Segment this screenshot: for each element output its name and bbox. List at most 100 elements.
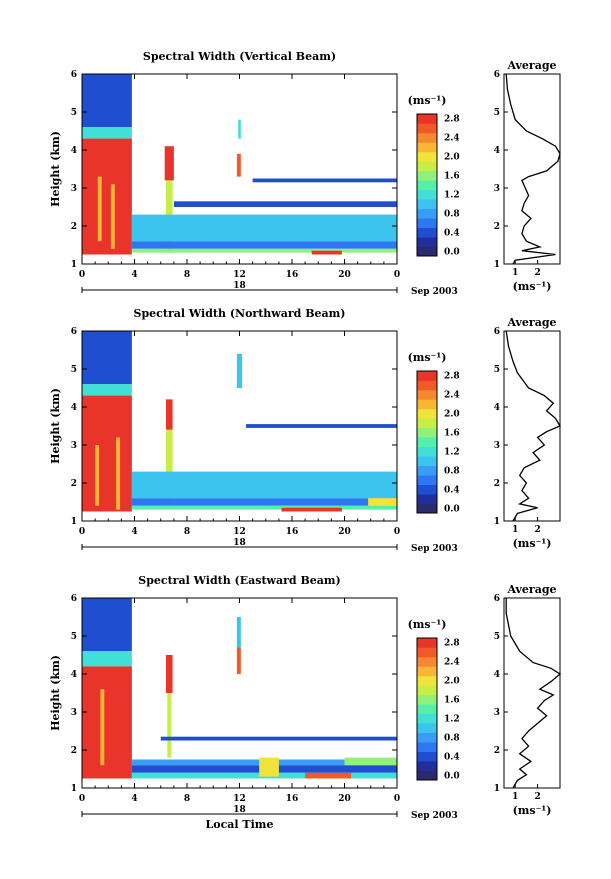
colorbar-frame — [416, 637, 438, 781]
x-axis-label: Local Time — [206, 818, 274, 831]
colorbar-tick-label: 2.0 — [444, 410, 460, 420]
x-tick-label: 0 — [79, 527, 85, 537]
avg-y-tick-label: 4 — [494, 670, 500, 680]
heatmap-cell — [259, 757, 279, 777]
colorbar-swatch — [417, 685, 437, 696]
colorbar-tick-label: 1.2 — [444, 190, 460, 200]
avg-y-tick-label: 5 — [494, 108, 500, 118]
avg-x-tick-label: 1 — [512, 525, 518, 535]
avg-x-tick-label: 1 — [512, 792, 518, 802]
heatmap-cell — [82, 74, 132, 128]
average-title: Average — [506, 316, 556, 329]
colorbar-tick-label: 0.8 — [444, 733, 460, 743]
colorbar-swatch — [417, 418, 437, 429]
day-label: 18 — [233, 805, 246, 815]
y-tick-label: 2 — [71, 222, 77, 232]
heatmap-cell — [164, 146, 174, 181]
y-tick-label: 5 — [71, 108, 77, 118]
y-tick-label: 3 — [71, 184, 77, 194]
colorbar-swatch — [417, 180, 437, 191]
colorbar-tick-label: 0.0 — [444, 247, 460, 257]
colorbar-tick-label: 2.8 — [444, 115, 460, 125]
colorbar-swatch — [417, 484, 437, 495]
colorbar-tick-label: 2.0 — [444, 677, 460, 687]
avg-y-tick-label: 3 — [494, 184, 500, 194]
x-tick-label: 4 — [131, 527, 137, 537]
colorbar-swatch — [417, 437, 437, 448]
colorbar-swatch — [417, 732, 437, 743]
colorbar-tick-label: 2.8 — [444, 372, 460, 382]
avg-y-tick-label: 1 — [494, 517, 500, 527]
colorbar-tick-label: 2.4 — [444, 391, 460, 401]
y-tick-label: 6 — [71, 327, 77, 337]
panel-1: Spectral Width (Vertical Beam)123456Heig… — [49, 50, 561, 297]
colorbar-swatch — [417, 751, 437, 762]
colorbar-swatch — [417, 151, 437, 162]
colorbar-tick-label: 1.2 — [444, 447, 460, 457]
average-panel: Average 1 2 3 4 5 6 1 2 (ms⁻¹) — [494, 59, 561, 293]
heatmap-cell — [305, 772, 352, 779]
colorbar-tick-label: 2.4 — [444, 134, 460, 144]
heatmap-cell — [246, 424, 397, 428]
avg-x-tick-label: 2 — [534, 792, 540, 802]
heatmap-cell — [236, 153, 241, 177]
avg-x-tick-label: 2 — [534, 525, 540, 535]
day-label: 18 — [233, 281, 246, 291]
colorbar-swatch — [417, 427, 437, 438]
average-profile-line — [505, 598, 562, 789]
colorbar-swatch — [417, 189, 437, 200]
colorbar-tick-label: 0.0 — [444, 771, 460, 781]
heatmap-cell — [368, 498, 397, 506]
y-tick-label: 5 — [71, 365, 77, 375]
heatmap-cell — [82, 395, 132, 512]
colorbar-frame — [416, 113, 438, 257]
average-title: Average — [506, 59, 556, 72]
average-panel: Average 1 2 3 4 5 6 1 2 (ms⁻¹) — [494, 583, 562, 817]
x-tick-label: 12 — [233, 527, 246, 537]
heatmap-cell — [82, 651, 132, 667]
avg-x-tick-label: 1 — [512, 268, 518, 278]
colorbar-tick-label: 0.4 — [444, 752, 460, 762]
y-axis-label: Height (km) — [49, 388, 62, 464]
heatmap-cell — [281, 507, 342, 512]
average-panel: Average 1 2 3 4 5 6 1 2 (ms⁻¹) — [494, 316, 561, 550]
colorbar-swatch — [417, 742, 437, 752]
heatmap-cell — [131, 498, 397, 506]
colorbar-swatch — [417, 713, 437, 724]
colorbar-swatch — [417, 114, 437, 124]
heatmap-cell — [238, 119, 241, 139]
colorbar-swatch — [417, 371, 437, 381]
y-tick-label: 4 — [71, 403, 77, 413]
colorbar-tick-label: 1.6 — [444, 172, 460, 182]
heatmap-cell — [131, 471, 397, 499]
colorbar-tick-label: 1.2 — [444, 714, 460, 724]
average-frame — [503, 597, 561, 789]
colorbar-swatch — [417, 494, 437, 504]
colorbar-tick-label: 0.0 — [444, 504, 460, 514]
colorbar-swatch — [417, 723, 437, 733]
average-profile-line — [505, 330, 561, 522]
heatmap-cell — [131, 248, 397, 253]
colorbar-swatch — [417, 666, 437, 677]
panel-3: Spectral Width (Eastward Beam)123456Heig… — [49, 574, 562, 831]
x-tick-label: 8 — [184, 527, 190, 537]
heatmap-cell — [236, 353, 243, 388]
colorbar-unit: (ms⁻¹) — [408, 351, 447, 364]
colorbar-swatch — [417, 389, 437, 400]
x-tick-label: 0 — [79, 794, 85, 804]
colorbar-swatch — [417, 123, 437, 134]
x-tick-label: 16 — [286, 527, 299, 537]
colorbar-unit: (ms⁻¹) — [408, 94, 447, 107]
heatmap-cell — [311, 250, 342, 255]
y-tick-label: 4 — [71, 670, 77, 680]
colorbar-swatch — [417, 465, 437, 476]
heatmap-cell — [97, 176, 102, 242]
heatmap-cell — [344, 757, 397, 766]
y-tick-label: 1 — [71, 517, 77, 527]
heatmap-cell — [236, 647, 241, 674]
heatmap-cell — [166, 429, 173, 502]
colorbar-swatch — [417, 675, 437, 686]
colorbar-tick-label: 0.8 — [444, 209, 460, 219]
colorbar-tick-label: 1.6 — [444, 429, 460, 439]
